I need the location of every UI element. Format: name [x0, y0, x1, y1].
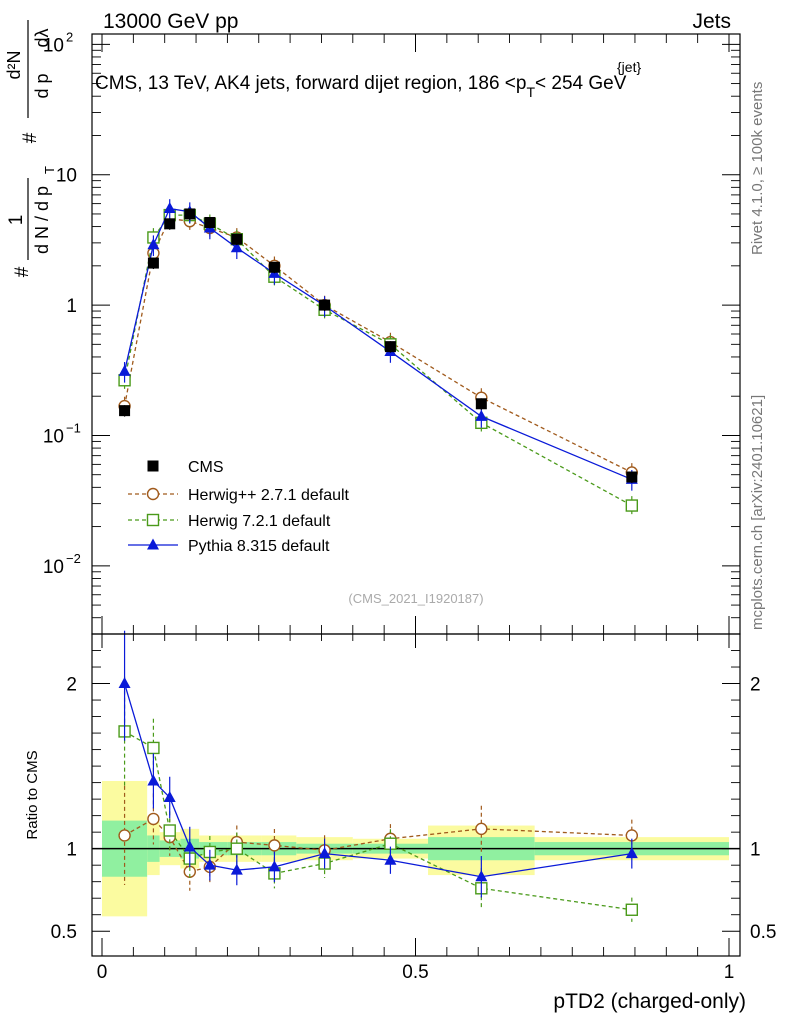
- legend-marker-herwigpp: [146, 487, 160, 501]
- legend-label-herwig7: Herwig 7.2.1 default: [188, 513, 331, 530]
- ratio-point-herwig7-10: [625, 903, 639, 916]
- title-tail: < 254 GeV: [535, 73, 627, 94]
- line-pythia: [123, 207, 633, 481]
- point-cms-10: [626, 471, 638, 483]
- y-tick-exp-1: −1: [66, 420, 81, 435]
- ylabel-dpt: d p: [32, 73, 52, 98]
- ylabel-d2n: d²N: [4, 50, 24, 79]
- ylabel-hash: #: [12, 266, 33, 277]
- legend-marker-cms: [147, 460, 159, 472]
- point-cms-5: [231, 233, 243, 245]
- ratio-point-herwig7-5: [230, 842, 244, 855]
- ylabel-one: 1: [6, 215, 27, 226]
- line-herwigpp: [123, 217, 633, 474]
- header-right: Jets: [692, 10, 731, 33]
- legend-label-cms: CMS: [188, 459, 224, 476]
- point-cms-4: [204, 216, 216, 228]
- point-cms-0: [119, 405, 131, 417]
- y-axis-label: # 1 d N / d p T # d²N d p dλ: [4, 20, 57, 277]
- axis-ticks: [92, 34, 740, 956]
- ylabel-t: T: [42, 166, 57, 174]
- ratio-tick-label-right-0: 0.5: [750, 922, 776, 943]
- title-sub: T: [526, 84, 535, 100]
- ratio-point-pythia-0: [118, 677, 131, 689]
- point-pythia-1: [147, 238, 160, 250]
- point-cms-3: [184, 208, 196, 220]
- title-sup: {jet}: [617, 59, 641, 75]
- svg-text:CMS, 13 TeV, AK4 jets, forward: CMS, 13 TeV, AK4 jets, forward dijet reg…: [95, 73, 627, 100]
- point-cms-9: [475, 398, 487, 410]
- analysis-watermark: (CMS_2021_I1920187): [348, 591, 483, 606]
- legend-label-pythia: Pythia 8.315 default: [188, 538, 330, 555]
- y-tick-label-0: 10: [43, 557, 64, 578]
- x-tick-label-2: 1: [724, 962, 735, 983]
- legend-marker-herwig7: [146, 513, 160, 527]
- ylabel-hash2: #: [20, 132, 41, 143]
- point-pythia-2: [163, 202, 176, 214]
- x-tick-label-0: 0: [97, 962, 108, 983]
- ratio-point-pythia-1: [147, 774, 160, 786]
- ratio-point-herwigpp-1: [147, 812, 160, 826]
- ratio-point-herwig7-1: [147, 741, 160, 755]
- ratio-point-pythia-4: [203, 858, 216, 870]
- ratio-point-pythia-6: [268, 860, 281, 872]
- point-pythia-5: [230, 241, 243, 253]
- mcplots-text: mcplots.cern.ch [arXiv:2401.10621]: [749, 395, 766, 630]
- y-tick-label-4: 10: [43, 35, 64, 56]
- plot-title: CMS, 13 TeV, AK4 jets, forward dijet reg…: [95, 59, 641, 100]
- title-main: CMS, 13 TeV, AK4 jets, forward dijet reg…: [95, 73, 526, 94]
- ratio-point-pythia-10: [625, 847, 638, 859]
- x-axis-label: pTD2 (charged-only): [553, 990, 746, 1013]
- ratio-point-herwigpp-6: [268, 839, 281, 852]
- ratio-series-layer: [118, 630, 639, 922]
- y-tick-label-3: 10: [56, 166, 77, 187]
- main-series-layer: [118, 199, 639, 517]
- header-left: 13000 GeV pp: [103, 10, 238, 33]
- y-tick-exp-0: −2: [66, 551, 81, 566]
- ratio-tick-label-1: 1: [66, 840, 77, 861]
- point-cms-2: [164, 218, 176, 230]
- ratio-y-label: Ratio to CMS: [24, 750, 41, 839]
- ratio-point-pythia-9: [475, 870, 488, 882]
- legend: CMS Herwig++ 2.7.1 default Herwig 7.2.1 de…: [128, 459, 350, 555]
- point-cms-8: [384, 341, 396, 353]
- y-tick-exp-4: 2: [66, 29, 73, 44]
- ratio-point-herwigpp-0: [118, 829, 131, 842]
- ratio-line-herwig7: [124, 730, 632, 911]
- svg-text:#: #: [12, 266, 33, 277]
- ratio-point-herwig7-2: [163, 824, 176, 837]
- legend-marker-pythia: [147, 538, 159, 550]
- point-cms-1: [147, 257, 159, 269]
- ylabel-dn: d N / d p: [32, 186, 52, 254]
- ratio-tick-label-0: 0.5: [51, 922, 77, 943]
- ratio-point-pythia-5: [230, 863, 243, 875]
- point-cms-7: [319, 299, 331, 311]
- x-tick-label-1: 0.5: [402, 962, 428, 983]
- ratio-point-pythia-2: [163, 790, 176, 802]
- ratio-point-pythia-3: [183, 840, 196, 852]
- ratio-tick-label-right-2: 2: [750, 675, 761, 696]
- y-tick-label-2: 1: [66, 296, 77, 317]
- y-tick-label-1: 10: [43, 426, 64, 447]
- ratio-point-pythia-8: [384, 853, 397, 865]
- point-pythia-9: [475, 409, 488, 421]
- point-herwig7-10: [625, 499, 639, 512]
- ratio-point-herwigpp-9: [475, 822, 488, 836]
- rivet-version-text: Rivet 4.1.0, ≥ 100k events: [749, 82, 766, 255]
- ratio-point-pythia-7: [318, 847, 331, 859]
- ratio-tick-label-2: 2: [66, 675, 77, 696]
- ratio-tick-label-right-1: 1: [750, 840, 761, 861]
- ratio-panel-frame: [91, 633, 741, 957]
- legend-label-herwigpp: Herwig++ 2.7.1 default: [188, 487, 350, 504]
- point-cms-6: [268, 261, 280, 273]
- ylabel-dl: dλ: [32, 28, 52, 47]
- point-pythia-0: [118, 364, 131, 376]
